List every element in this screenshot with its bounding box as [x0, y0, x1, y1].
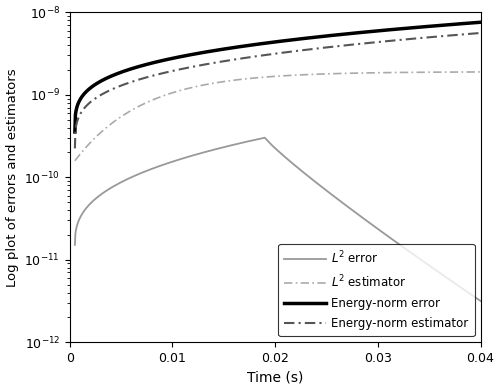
Y-axis label: Log plot of errors and estimators: Log plot of errors and estimators: [6, 68, 18, 287]
Energy-norm estimator: [318, 46, 324, 50]
Energy-norm error: [97, 80, 103, 84]
Line: $L^2$ estimator: $L^2$ estimator: [75, 72, 480, 161]
$L^2$ error: [262, 135, 268, 140]
Energy-norm error: [380, 28, 386, 33]
Energy-norm error: [318, 34, 324, 39]
Line: Energy-norm estimator: Energy-norm estimator: [75, 33, 480, 149]
Energy-norm estimator: [330, 44, 336, 49]
$L^2$ estimator: [330, 71, 336, 76]
$L^2$ estimator: [421, 70, 427, 74]
Energy-norm estimator: [478, 31, 484, 35]
Energy-norm estimator: [97, 93, 103, 98]
$L^2$ estimator: [72, 158, 78, 163]
X-axis label: Time (s): Time (s): [247, 370, 304, 385]
Energy-norm estimator: [421, 35, 427, 40]
$L^2$ error: [478, 299, 484, 303]
Energy-norm error: [330, 33, 336, 37]
Energy-norm error: [478, 20, 484, 25]
$L^2$ error: [318, 184, 324, 189]
$L^2$ error: [380, 230, 386, 235]
$L^2$ error: [331, 194, 337, 199]
Energy-norm estimator: [308, 47, 314, 51]
$L^2$ estimator: [308, 72, 314, 77]
$L^2$ error: [72, 243, 78, 247]
Energy-norm error: [72, 129, 78, 134]
$L^2$ error: [422, 260, 428, 265]
$L^2$ estimator: [478, 69, 484, 74]
Line: $L^2$ error: $L^2$ error: [75, 138, 480, 301]
$L^2$ estimator: [97, 131, 103, 136]
Energy-norm error: [308, 35, 314, 40]
Line: Energy-norm error: Energy-norm error: [75, 22, 480, 132]
$L^2$ estimator: [318, 72, 324, 76]
$L^2$ error: [97, 193, 103, 198]
Energy-norm estimator: [72, 146, 78, 151]
Energy-norm estimator: [380, 39, 386, 44]
Legend: $L^2$ error, $L^2$ estimator, Energy-norm error, Energy-norm estimator: $L^2$ error, $L^2$ estimator, Energy-nor…: [278, 244, 474, 336]
$L^2$ error: [308, 176, 314, 181]
Energy-norm error: [421, 25, 427, 29]
$L^2$ estimator: [380, 70, 386, 75]
